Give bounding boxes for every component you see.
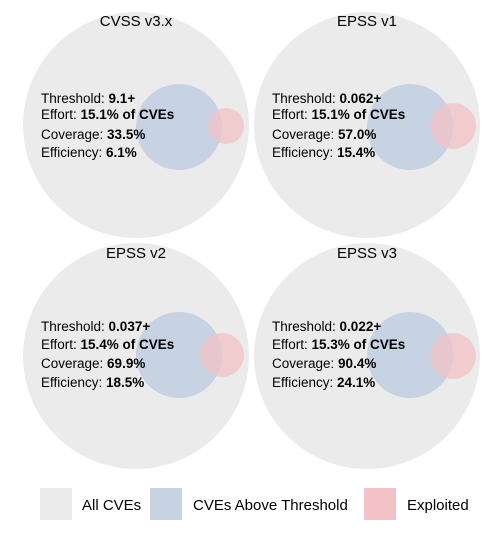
exploited-circle: [430, 333, 476, 379]
above-threshold-circle: [136, 312, 222, 398]
threshold-line: Threshold: 9.1+: [41, 91, 135, 106]
legend-label-above-threshold: CVEs Above Threshold: [193, 497, 348, 514]
efficiency-line: Efficiency: 18.5%: [41, 375, 144, 390]
legend-swatch-above-threshold: [150, 488, 182, 520]
panel-cvss-v3: CVSS v3.x Threshold: 9.1+ Effort: 15.1% …: [23, 12, 249, 238]
panel-epss-v2: EPSS v2 Threshold: 0.037+ Effort: 15.4% …: [23, 243, 249, 469]
above-threshold-circle: [367, 312, 453, 398]
threshold-line: Threshold: 0.037+: [41, 319, 150, 334]
effort-line: Effort: 15.1% of CVEs: [272, 107, 405, 122]
legend-swatch-all-cves: [40, 488, 72, 520]
all-cves-circle: [23, 12, 249, 238]
above-threshold-circle: [136, 84, 222, 170]
legend-label-all-cves: All CVEs: [82, 497, 141, 514]
all-cves-circle: [254, 243, 480, 469]
all-cves-circle: [254, 12, 480, 238]
panel-title: EPSS v1: [337, 13, 397, 30]
coverage-line: Coverage: 69.9%: [41, 356, 145, 371]
exploited-circle: [430, 103, 476, 149]
above-threshold-circle: [367, 84, 453, 170]
exploited-circle: [208, 108, 244, 144]
panel-epss-v3: EPSS v3 Threshold: 0.022+ Effort: 15.3% …: [254, 243, 480, 469]
effort-line: Effort: 15.3% of CVEs: [272, 337, 405, 352]
efficiency-line: Efficiency: 6.1%: [41, 145, 137, 160]
coverage-line: Coverage: 33.5%: [41, 127, 145, 142]
effort-line: Effort: 15.4% of CVEs: [41, 337, 174, 352]
legend: All CVEs CVEs Above Threshold Exploited: [40, 488, 469, 520]
panel-epss-v1: EPSS v1 Threshold: 0.062+ Effort: 15.1% …: [254, 12, 480, 238]
threshold-line: Threshold: 0.022+: [272, 319, 381, 334]
legend-swatch-exploited: [364, 488, 396, 520]
panel-title: EPSS v2: [106, 245, 166, 262]
efficiency-line: Efficiency: 24.1%: [272, 375, 375, 390]
exploited-circle: [200, 333, 244, 377]
effort-line: Effort: 15.1% of CVEs: [41, 107, 174, 122]
all-cves-circle: [23, 243, 249, 469]
efficiency-line: Efficiency: 15.4%: [272, 145, 375, 160]
panel-title: EPSS v3: [337, 245, 397, 262]
coverage-line: Coverage: 90.4%: [272, 356, 376, 371]
panel-title: CVSS v3.x: [100, 13, 173, 30]
coverage-line: Coverage: 57.0%: [272, 127, 376, 142]
legend-label-exploited: Exploited: [407, 497, 469, 514]
threshold-line: Threshold: 0.062+: [272, 91, 381, 106]
